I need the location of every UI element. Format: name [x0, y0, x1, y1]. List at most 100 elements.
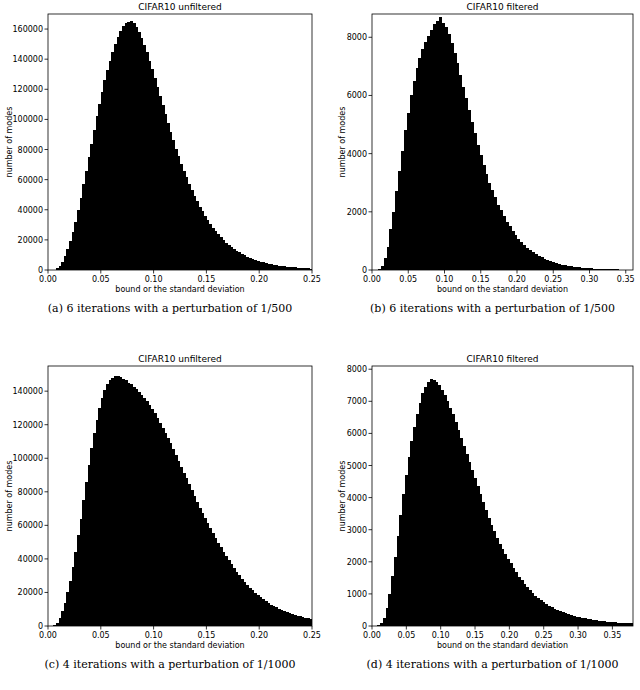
histogram-bar [606, 622, 609, 626]
histogram-bar [109, 380, 112, 626]
histogram-bar [476, 486, 479, 626]
histogram-bar [85, 171, 88, 270]
x-tick-label: 0.05 [92, 631, 110, 640]
y-tick-label: 8000 [347, 365, 367, 374]
histogram-bar [430, 379, 433, 626]
histogram-bar [534, 254, 537, 270]
histogram-bar [82, 500, 85, 626]
histogram-bar [540, 257, 543, 270]
histogram-bar [468, 110, 471, 270]
histogram-bar [138, 32, 141, 270]
histogram-bar [307, 618, 310, 626]
histogram-bar [432, 380, 435, 626]
histogram-bar [509, 563, 512, 626]
x-tick [625, 270, 626, 274]
histogram-bar [537, 256, 540, 270]
histogram-bar [64, 603, 67, 626]
x-tick [206, 626, 207, 630]
histogram-bar [494, 197, 497, 270]
histogram-bar [301, 617, 304, 626]
histogram-bar [122, 379, 125, 626]
y-tick [45, 458, 49, 459]
histogram-bar [457, 430, 460, 626]
y-tick [369, 95, 373, 96]
histogram-bar [471, 122, 474, 270]
histogram-bars [375, 379, 633, 626]
histogram-bar [72, 232, 75, 270]
histogram-bar [512, 568, 515, 626]
histogram-bar [283, 611, 286, 626]
histogram-bar [148, 405, 151, 626]
histogram-bar [548, 606, 551, 626]
y-tick [369, 401, 373, 402]
histogram-bar [465, 454, 468, 626]
x-tick-label: 0.05 [92, 275, 110, 284]
y-axis-label: number of modes [338, 107, 347, 178]
histogram-bar [474, 478, 477, 626]
histogram-bar [127, 383, 130, 626]
y-tick [45, 149, 49, 150]
histogram-bar [600, 621, 603, 626]
histogram-bar [228, 560, 231, 626]
figure-caption: (a) 6 iterations with a perturbation of … [48, 302, 292, 315]
y-tick-label: 120000 [12, 85, 43, 94]
plot-frame [48, 14, 312, 270]
y-tick [45, 626, 49, 627]
histogram-bars [375, 17, 633, 270]
histogram-bar [288, 267, 291, 270]
histogram-bar [476, 145, 479, 270]
histogram-bar [230, 564, 233, 626]
figure-caption: (b) 6 iterations with a perturbation of … [370, 302, 615, 315]
histogram-bar [468, 462, 471, 626]
histogram-bar [225, 243, 228, 270]
x-tick-label: 0.20 [508, 275, 526, 284]
y-tick [45, 391, 49, 392]
histogram-bar [416, 68, 419, 270]
histogram-bar [386, 608, 389, 626]
y-tick [45, 424, 49, 425]
histogram-bar [402, 494, 405, 626]
histogram-bar [275, 607, 278, 626]
histogram-bar [241, 254, 244, 270]
y-tick-label: 7000 [347, 397, 367, 406]
histogram-bar [482, 165, 485, 270]
histogram-bar [193, 496, 196, 626]
y-axis-label: number of modes [5, 107, 14, 178]
histogram-bar [401, 151, 404, 270]
histogram-bar [156, 418, 159, 626]
histogram-bar [233, 249, 236, 270]
histogram-bar [93, 130, 96, 270]
histogram-bar [453, 53, 456, 270]
y-tick [369, 626, 373, 627]
histogram-bar [259, 262, 262, 270]
histogram-bar [611, 622, 614, 626]
histogram-bar [59, 266, 62, 270]
histogram-bar [198, 207, 201, 270]
histogram-bar [212, 533, 215, 626]
x-tick [517, 270, 518, 274]
histogram-bar [185, 177, 188, 270]
histogram-bar [217, 543, 220, 626]
y-tick [45, 89, 49, 90]
histogram-bar [127, 22, 130, 270]
histogram-bar [391, 576, 394, 626]
histogram-bar [542, 602, 545, 626]
histogram-bar [246, 585, 249, 626]
histogram-bar [450, 43, 453, 270]
histogram-bar [162, 428, 165, 626]
histogram-bar [185, 478, 188, 626]
histogram-bar [570, 615, 573, 626]
y-tick [45, 491, 49, 492]
y-tick-label: 20000 [18, 588, 43, 597]
histogram-bar [286, 612, 289, 626]
histogram-bar [222, 240, 225, 270]
x-tick [553, 270, 554, 274]
histogram-bar [296, 616, 299, 626]
histogram-bar [463, 446, 466, 626]
histogram-bar [291, 614, 294, 626]
histogram-bar [491, 190, 494, 270]
histogram-bar [246, 257, 249, 270]
histogram-bar [584, 618, 587, 626]
x-tick-label: 0.35 [617, 275, 635, 284]
histogram-bar [617, 623, 620, 626]
